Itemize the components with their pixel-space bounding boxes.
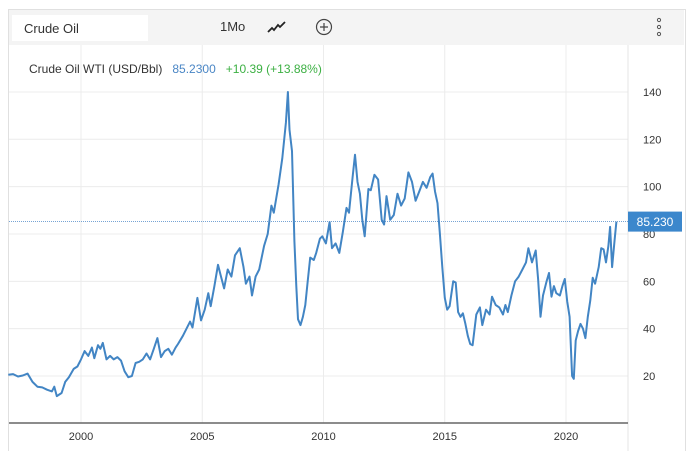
x-tick-label: 2000 <box>69 431 93 443</box>
y-tick-label: 140 <box>643 87 661 99</box>
last-price: 85.2300 <box>172 62 216 76</box>
widget-frame <box>8 9 686 451</box>
x-tick-label: 2020 <box>554 431 578 443</box>
series-name: Crude Oil WTI (USD/Bbl) <box>29 62 163 76</box>
x-tick-label: 2005 <box>190 431 214 443</box>
x-tick-label: 2010 <box>311 431 335 443</box>
symbol-search-input[interactable] <box>12 15 148 41</box>
y-tick-label: 40 <box>643 324 655 336</box>
more-vertical-icon[interactable] <box>655 17 663 37</box>
last-value-badge <box>628 211 682 232</box>
line-chart-icon[interactable] <box>267 20 287 34</box>
period-selector[interactable]: 1Mo <box>220 19 246 34</box>
chart-legend: Crude Oil WTI (USD/Bbl) 85.2300 +10.39 (… <box>29 62 322 76</box>
y-tick-label: 120 <box>643 134 661 146</box>
y-tick-label: 60 <box>643 276 655 288</box>
x-tick-label: 2015 <box>433 431 457 443</box>
y-tick-label: 80 <box>643 229 655 241</box>
price-line <box>8 91 618 398</box>
last-value-label: 85.230 <box>637 215 674 229</box>
y-tick-label: 100 <box>643 182 661 194</box>
price-change: +10.39 (+13.88%) <box>225 62 322 76</box>
add-circle-icon[interactable] <box>315 18 333 36</box>
y-tick-label: 20 <box>643 371 655 383</box>
